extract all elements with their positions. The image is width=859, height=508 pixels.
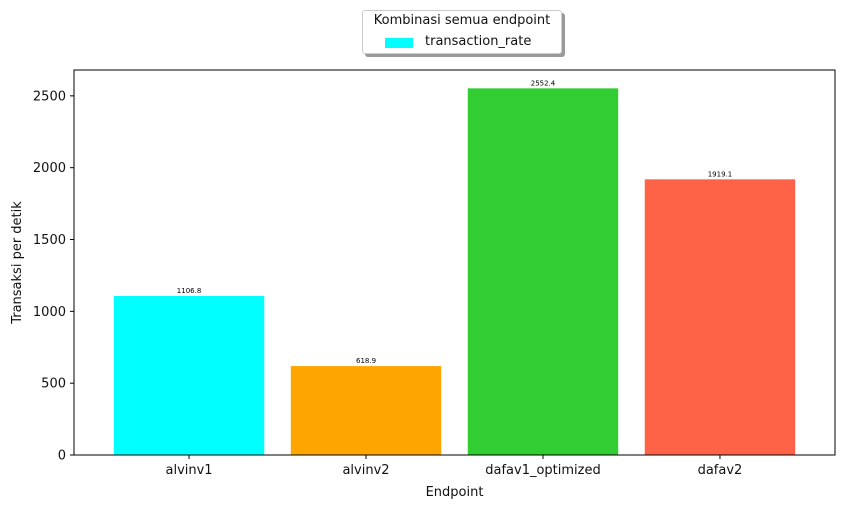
y-tick-label: 2000 bbox=[33, 161, 66, 176]
data-label-dafav2: 1919.1 bbox=[708, 170, 733, 178]
y-tick-label: 500 bbox=[41, 377, 66, 392]
bar-alvinv2 bbox=[290, 366, 442, 455]
bar-dafav1_optimized bbox=[467, 88, 619, 455]
data-label-alvinv2: 618.9 bbox=[356, 357, 376, 365]
legend: Kombinasi semua endpoint transaction_rat… bbox=[362, 10, 562, 54]
y-tick-label: 0 bbox=[58, 449, 66, 464]
x-tick-label-alvinv2: alvinv2 bbox=[342, 463, 389, 478]
y-tick-label: 1000 bbox=[33, 305, 66, 320]
y-axis-label: Transaksi per detik bbox=[10, 201, 25, 325]
legend-swatch bbox=[385, 38, 413, 48]
x-axis-label: Endpoint bbox=[426, 485, 484, 500]
bar-dafav2 bbox=[644, 179, 796, 455]
x-tick-label-dafav1_optimized: dafav1_optimized bbox=[485, 463, 601, 478]
x-tick-label-alvinv1: alvinv1 bbox=[165, 463, 212, 478]
y-tick-label: 2500 bbox=[33, 89, 66, 104]
x-tick-label-dafav2: dafav2 bbox=[698, 463, 743, 478]
plot-frame bbox=[73, 69, 836, 456]
data-label-dafav1_optimized: 2552.4 bbox=[531, 79, 556, 87]
bars-layer: 1106.8 618.9 2552.4 1919.1 bbox=[113, 79, 796, 455]
data-label-alvinv1: 1106.8 bbox=[177, 287, 202, 295]
legend-entry-label: transaction_rate bbox=[425, 34, 532, 49]
bar-alvinv1 bbox=[113, 296, 265, 455]
axis-ticks-layer: alvinv1 alvinv2 dafav1_optimized dafav2 0 500… bbox=[33, 89, 742, 478]
y-tick-label: 1500 bbox=[33, 233, 66, 248]
legend-title: Kombinasi semua endpoint bbox=[373, 13, 551, 28]
